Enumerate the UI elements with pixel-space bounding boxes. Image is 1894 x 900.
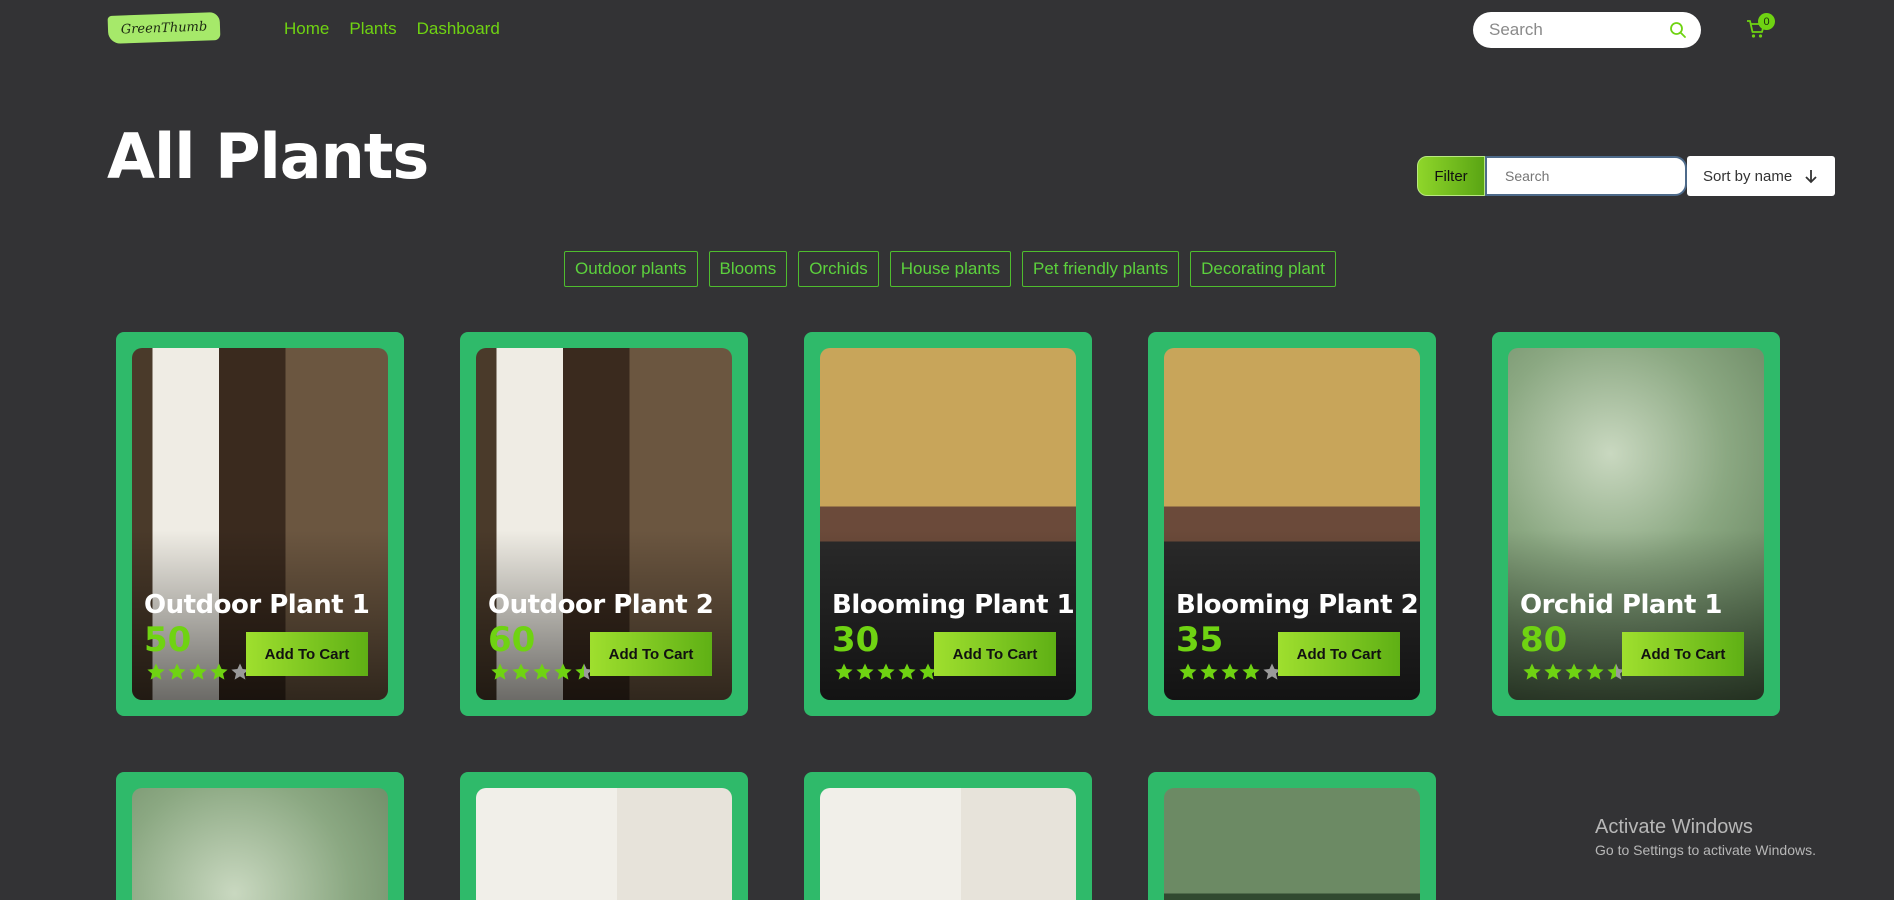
nav-dashboard-link[interactable]: Dashboard [416,19,500,38]
category-chip[interactable]: Pet friendly plants [1022,251,1180,287]
top-navbar: GreenThumb Home Plants Dashboard 0 [0,0,1894,60]
header-search-input[interactable] [1489,20,1669,40]
product-card[interactable] [804,772,1092,900]
sort-label: Sort by name [1703,167,1793,185]
star-rating [1522,662,1626,682]
product-image [820,788,1076,900]
star-icon [512,663,530,680]
nav-home-link[interactable]: Home [284,19,330,38]
product-card[interactable] [116,772,404,900]
star-icon [189,663,207,680]
product-image [132,788,388,900]
star-rating [490,662,594,682]
add-to-cart-button[interactable]: Add To Cart [590,632,712,676]
product-image: Outdoor Plant 2 60 Add To Cart [476,348,732,700]
watermark-title: Activate Windows [1595,816,1753,838]
product-image [476,788,732,900]
add-to-cart-button[interactable]: Add To Cart [934,632,1056,676]
product-name: Blooming Plant 2 [1176,590,1419,620]
star-icon [147,663,165,680]
product-image: Blooming Plant 1 30 Add To Cart [820,348,1076,700]
star-icon [231,663,249,680]
star-icon [1200,663,1218,680]
product-name: Orchid Plant 1 [1520,590,1723,620]
product-price: 30 [832,620,880,660]
star-icon [554,663,572,680]
filter-button[interactable]: Filter [1417,156,1485,196]
product-name: Blooming Plant 1 [832,590,1075,620]
activate-windows-watermark: Activate Windows Go to Settings to activ… [1595,816,1816,858]
arrow-down-icon [1805,170,1817,184]
product-card[interactable]: Blooming Plant 1 30 Add To Cart [804,332,1092,716]
product-image: Outdoor Plant 1 50 Add To Cart [132,348,388,700]
star-rating [834,662,938,682]
star-icon [1179,663,1197,680]
product-card[interactable] [1148,772,1436,900]
star-icon [491,663,509,680]
star-icon [898,663,916,680]
brand-logo[interactable]: GreenThumb [107,12,221,44]
product-image: Blooming Plant 2 35 Add To Cart [1164,348,1420,700]
product-price: 50 [144,620,192,660]
product-name: Outdoor Plant 1 [144,590,370,620]
star-rating [146,662,250,682]
product-image: Orchid Plant 1 80 Add To Cart [1508,348,1764,700]
category-chip[interactable]: Orchids [798,251,879,287]
star-icon [856,663,874,680]
star-icon [168,663,186,680]
sort-button[interactable]: Sort by name [1687,156,1835,196]
filter-group: Filter [1417,156,1687,196]
star-icon [877,663,895,680]
category-chips: Outdoor plants Blooms Orchids House plan… [564,251,1336,287]
star-icon [1586,663,1604,680]
product-card[interactable] [460,772,748,900]
product-card[interactable]: Blooming Plant 2 35 Add To Cart [1148,332,1436,716]
watermark-subtitle: Go to Settings to activate Windows. [1595,842,1816,858]
product-card[interactable]: Orchid Plant 1 80 Add To Cart [1492,332,1780,716]
nav-plants-link[interactable]: Plants [349,19,397,38]
star-icon [1242,663,1260,680]
product-card[interactable]: Outdoor Plant 1 50 Add To Cart [116,332,404,716]
star-icon [1565,663,1583,680]
category-chip[interactable]: Outdoor plants [564,251,698,287]
star-icon [533,663,551,680]
product-price: 80 [1520,620,1568,660]
page-title: All Plants [107,120,429,193]
star-icon [1263,663,1281,680]
header-search [1473,12,1701,48]
star-icon [210,663,228,680]
product-image [1164,788,1420,900]
product-card[interactable]: Outdoor Plant 2 60 Add To Cart [460,332,748,716]
star-rating [1178,662,1282,682]
add-to-cart-button[interactable]: Add To Cart [1622,632,1744,676]
cart-count-badge: 0 [1758,13,1775,30]
plant-search-input[interactable] [1505,168,1667,184]
add-to-cart-button[interactable]: Add To Cart [246,632,368,676]
search-icon[interactable] [1669,21,1687,39]
star-icon [1221,663,1239,680]
star-icon [1544,663,1562,680]
filter-search [1485,156,1687,196]
category-chip[interactable]: Blooms [708,251,788,287]
star-icon [835,663,853,680]
category-chip[interactable]: House plants [889,251,1012,287]
star-icon [919,663,937,680]
main-nav: Home Plants Dashboard [284,19,500,39]
product-price: 35 [1176,620,1224,660]
star-icon [575,663,593,680]
star-icon [1607,663,1625,680]
star-icon [1523,663,1541,680]
add-to-cart-button[interactable]: Add To Cart [1278,632,1400,676]
product-price: 60 [488,620,536,660]
category-chip[interactable]: Decorating plant [1190,251,1336,287]
product-name: Outdoor Plant 2 [488,590,714,620]
